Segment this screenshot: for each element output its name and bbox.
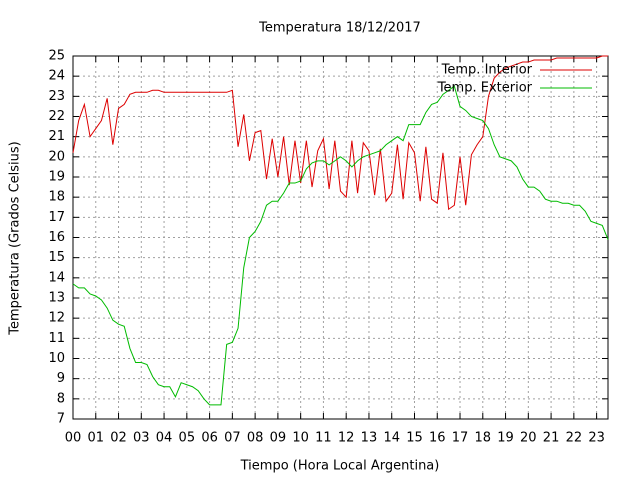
x-tick-label: 08 (247, 431, 264, 446)
y-axis-label: Temperatura (Grados Celsius) (8, 141, 23, 335)
x-tick-label: 00 (65, 431, 82, 446)
y-tick-label: 7 (57, 412, 65, 427)
x-tick-label: 05 (179, 431, 196, 446)
y-tick-label: 15 (48, 250, 65, 265)
y-tick-label: 25 (48, 49, 65, 64)
x-tick-label: 16 (429, 431, 446, 446)
x-tick-label: 23 (588, 431, 605, 446)
series-line (72, 85, 609, 406)
x-tick-label: 15 (406, 431, 423, 446)
x-tick-label: 10 (292, 431, 309, 446)
x-tick-label: 02 (110, 431, 127, 446)
x-tick-label: 21 (543, 431, 560, 446)
y-tick-label: 16 (48, 230, 65, 245)
y-tick-label: 9 (57, 371, 65, 386)
chart-title: Temperatura 18/12/2017 (258, 21, 421, 36)
x-tick-label: 13 (361, 431, 378, 446)
x-tick-label: 12 (338, 431, 355, 446)
x-tick-label: 01 (87, 431, 104, 446)
legend-label: Temp. Exterior (437, 81, 533, 96)
plot-frame (72, 55, 609, 420)
x-tick-label: 04 (156, 431, 173, 446)
y-tick-label: 8 (57, 391, 65, 406)
x-tick-label: 22 (566, 431, 583, 446)
x-tick-label: 14 (383, 431, 400, 446)
y-tick-label: 20 (48, 149, 65, 164)
y-tick-label: 11 (48, 331, 65, 346)
x-tick-label: 07 (224, 431, 241, 446)
y-tick-label: 13 (48, 291, 65, 306)
x-tick-label: 19 (497, 431, 514, 446)
x-axis-label: Tiempo (Hora Local Argentina) (240, 459, 440, 474)
y-tick-label: 18 (48, 190, 65, 205)
x-tick-label: 03 (133, 431, 150, 446)
y-tick-label: 17 (48, 210, 65, 225)
y-tick-label: 19 (48, 170, 65, 185)
x-tick-label: 09 (270, 431, 287, 446)
series-line (72, 55, 608, 211)
y-tick-label: 22 (48, 109, 65, 124)
x-tick-label: 20 (520, 431, 537, 446)
y-tick-label: 10 (48, 351, 65, 366)
legend-label: Temp. Interior (441, 63, 533, 78)
y-tick-label: 14 (48, 270, 65, 285)
x-tick-label: 18 (475, 431, 492, 446)
y-tick-label: 24 (48, 69, 65, 84)
y-tick-label: 21 (48, 129, 65, 144)
y-tick-label: 12 (48, 311, 65, 326)
x-tick-label: 11 (315, 431, 332, 446)
x-tick-label: 17 (452, 431, 469, 446)
x-tick-label: 06 (201, 431, 218, 446)
y-tick-label: 23 (48, 89, 65, 104)
